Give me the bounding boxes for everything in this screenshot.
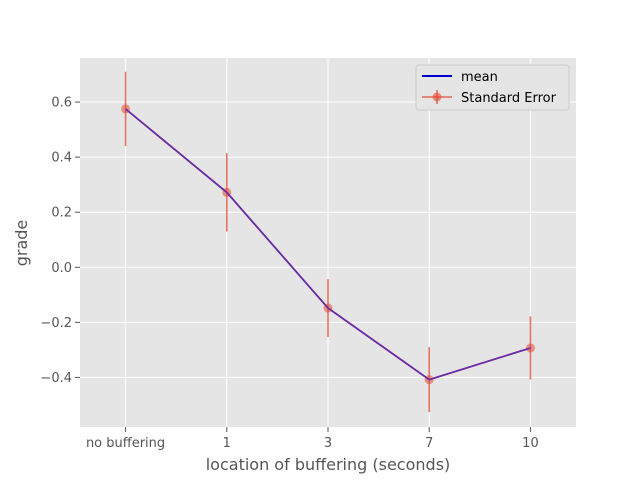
x-tick-label: 3: [324, 436, 332, 451]
x-axis-ticks: no buffering 1 3 7 10: [86, 427, 539, 451]
mean-overlay-line: [125, 108, 531, 381]
y-tick-label: 0.0: [51, 261, 72, 276]
x-tick-label: 10: [522, 436, 539, 451]
y-tick-label: 0.4: [51, 151, 72, 166]
legend-se-label: Standard Error: [461, 91, 557, 106]
legend-box: [415, 64, 570, 111]
series-layer: [121, 71, 535, 413]
y-tick-label: −0.4: [40, 371, 72, 386]
legend: mean Standard Error: [415, 64, 570, 111]
x-axis-label: location of buffering (seconds): [206, 455, 451, 474]
y-tick-label: 0.6: [51, 96, 72, 111]
legend-se-marker: [432, 92, 442, 102]
x-tick-label: 7: [425, 436, 433, 451]
y-tick-label: −0.2: [40, 316, 72, 331]
grid-lines: [80, 58, 576, 427]
x-tick-label: no buffering: [86, 436, 165, 451]
y-tick-label: 0.2: [51, 206, 72, 221]
legend-mean-label: mean: [461, 70, 498, 85]
y-axis-ticks: 0.6 0.4 0.2 0.0 −0.2 −0.4: [40, 96, 80, 386]
y-axis-label: grade: [12, 220, 31, 267]
x-tick-label: 1: [223, 436, 231, 451]
